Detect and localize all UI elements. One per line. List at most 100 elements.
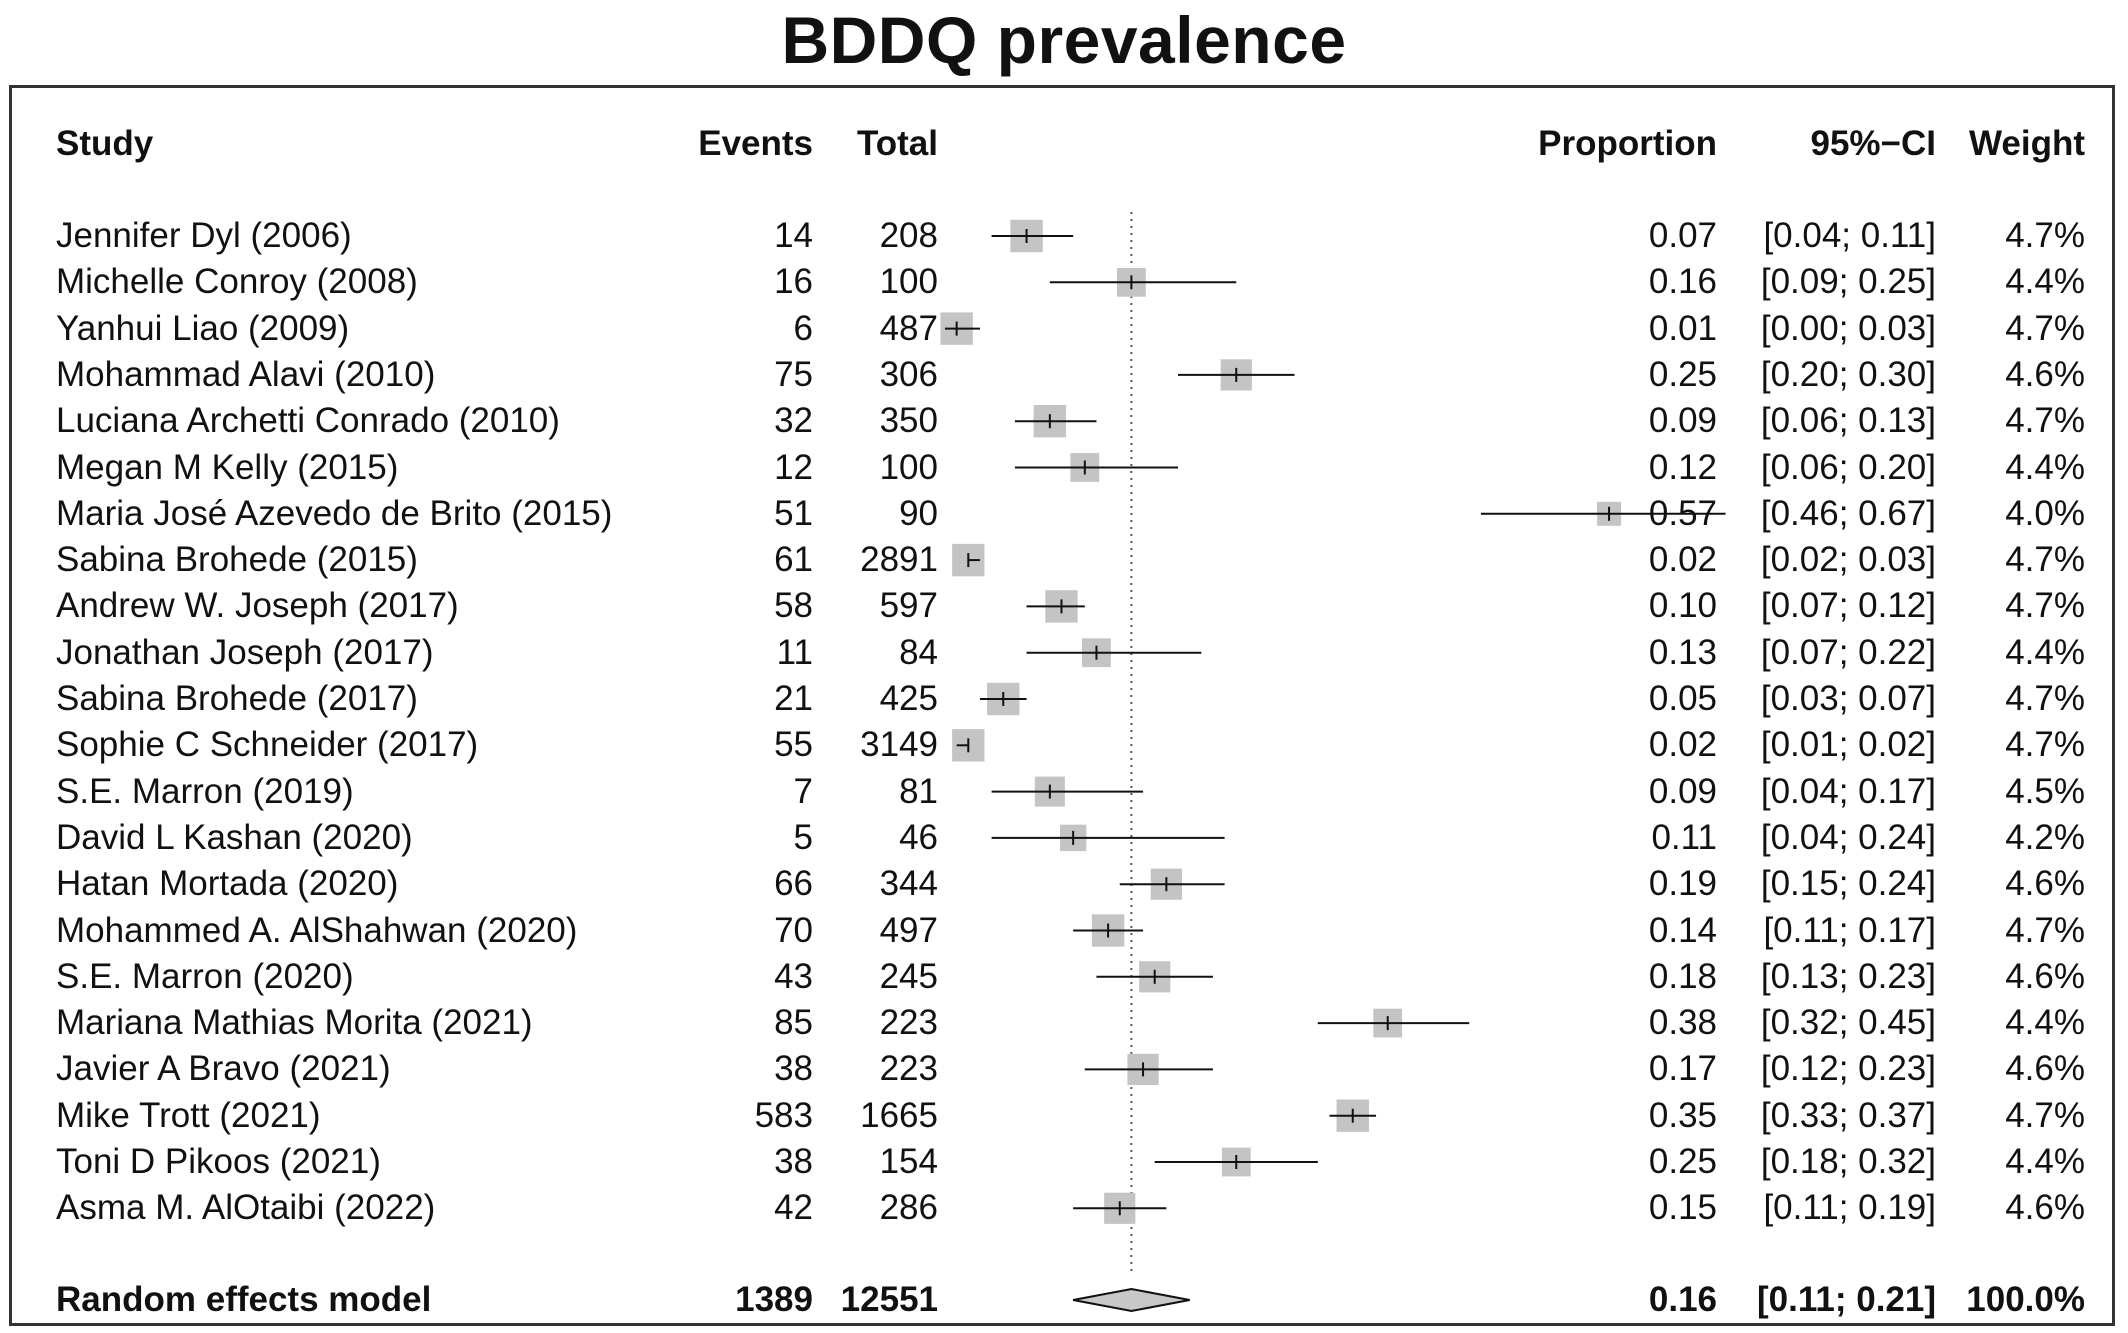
ci-value: [0.04; 0.24] (1760, 817, 1936, 857)
total-value: 208 (879, 216, 938, 255)
events-value: 16 (774, 262, 813, 302)
proportion-value: 0.07 (1648, 216, 1717, 255)
total-value: 306 (879, 354, 938, 394)
proportion-value: 0.16 (1648, 1280, 1717, 1319)
study-name: S.E. Marron (2019) (56, 771, 354, 811)
weight-value: 4.7% (2005, 401, 2085, 441)
study-name: Andrew W. Joseph (2017) (56, 586, 459, 626)
plot-frame (9, 85, 2115, 1326)
proportion-value: 0.02 (1648, 725, 1717, 765)
events-value: 85 (774, 1003, 813, 1043)
study-name: Mike Trott (2021) (56, 1095, 321, 1135)
total-value: 90 (899, 493, 938, 533)
total-value: 3149 (860, 725, 938, 765)
weight-value: 100.0% (1966, 1280, 2085, 1319)
events-value: 32 (774, 401, 813, 441)
events-value: 55 (774, 725, 813, 765)
ci-value: [0.11; 0.17] (1763, 910, 1936, 950)
weight-value: 4.4% (2005, 632, 2085, 672)
ci-value: [0.18; 0.32] (1760, 1142, 1936, 1181)
study-name: Toni D Pikoos (2021) (56, 1142, 381, 1181)
summary-diamond (1072, 1287, 1190, 1313)
chart-title: BDDQ prevalence (781, 3, 1347, 77)
events-value: 38 (774, 1142, 813, 1181)
proportion-value: 0.13 (1648, 632, 1717, 672)
header-study: Study (56, 124, 154, 163)
study-name: Asma M. AlOtaibi (2022) (56, 1188, 436, 1228)
proportion-value: 0.16 (1648, 262, 1717, 302)
proportion-value: 0.05 (1648, 679, 1717, 718)
events-value: 21 (774, 679, 813, 718)
ci-value: [0.01; 0.02] (1760, 725, 1936, 765)
events-value: 58 (774, 586, 813, 626)
study-name: S.E. Marron (2020) (56, 956, 354, 996)
ci-value: [0.07; 0.12] (1760, 586, 1936, 626)
ci-value: [0.15; 0.24] (1760, 864, 1936, 904)
total-value: 12551 (840, 1280, 938, 1319)
events-value: 7 (793, 771, 813, 811)
ci-value: [0.06; 0.13] (1760, 401, 1936, 441)
events-value: 51 (774, 493, 813, 533)
weight-value: 4.6% (2005, 354, 2085, 394)
ci-value: [0.03; 0.07] (1760, 679, 1936, 718)
ci-value: [0.32; 0.45] (1760, 1003, 1936, 1043)
ci-value: [0.11; 0.21] (1757, 1280, 1936, 1319)
study-name: Luciana Archetti Conrado (2010) (56, 401, 560, 441)
proportion-value: 0.15 (1648, 1188, 1717, 1228)
study-name: David L Kashan (2020) (56, 817, 413, 857)
total-value: 81 (899, 771, 938, 811)
proportion-value: 0.14 (1648, 910, 1717, 950)
ci-value: [0.11; 0.19] (1763, 1188, 1936, 1228)
study-name: Random effects model (56, 1280, 432, 1319)
total-value: 46 (899, 817, 938, 857)
total-value: 425 (879, 679, 938, 718)
weight-value: 4.5% (2005, 771, 2085, 811)
ci-value: [0.33; 0.37] (1760, 1095, 1936, 1135)
events-value: 12 (774, 447, 813, 487)
events-value: 70 (774, 910, 813, 950)
proportion-value: 0.01 (1648, 308, 1717, 348)
weight-value: 4.6% (2005, 1049, 2085, 1089)
proportion-value: 0.25 (1648, 1142, 1717, 1181)
study-name: Jennifer Dyl (2006) (56, 216, 352, 255)
weight-value: 4.7% (2005, 540, 2085, 580)
header-proportion: Proportion (1538, 124, 1717, 163)
header-weight: Weight (1968, 124, 2085, 163)
events-value: 38 (774, 1049, 813, 1089)
total-value: 223 (879, 1049, 938, 1089)
proportion-value: 0.18 (1648, 956, 1717, 996)
total-value: 597 (879, 586, 938, 626)
total-value: 2891 (860, 540, 938, 580)
weight-value: 4.7% (2005, 216, 2085, 255)
study-name: Sophie C Schneider (2017) (56, 725, 479, 765)
proportion-value: 0.09 (1648, 771, 1717, 811)
proportion-value: 0.10 (1648, 586, 1717, 626)
weight-value: 4.7% (2005, 725, 2085, 765)
proportion-value: 0.19 (1648, 864, 1717, 904)
weight-value: 4.4% (2005, 262, 2085, 302)
total-value: 100 (879, 447, 938, 487)
total-value: 245 (879, 956, 938, 996)
ci-value: [0.02; 0.03] (1760, 540, 1936, 580)
ci-value: [0.04; 0.11] (1763, 216, 1936, 255)
header-total: Total (856, 124, 938, 163)
proportion-value: 0.17 (1648, 1049, 1717, 1089)
ci-value: [0.04; 0.17] (1760, 771, 1936, 811)
study-name: Hatan Mortada (2020) (56, 864, 399, 904)
proportion-value: 0.11 (1651, 817, 1717, 857)
weight-value: 4.7% (2005, 308, 2085, 348)
weight-value: 4.4% (2005, 447, 2085, 487)
total-value: 286 (879, 1188, 938, 1228)
events-value: 42 (774, 1188, 813, 1228)
events-value: 6 (793, 308, 813, 348)
study-name: Mariana Mathias Morita (2021) (56, 1003, 533, 1043)
study-name: Maria José Azevedo de Brito (2015) (56, 493, 613, 533)
study-name: Javier A Bravo (2021) (56, 1049, 391, 1089)
ci-value: [0.20; 0.30] (1760, 354, 1936, 394)
weight-value: 4.2% (2005, 817, 2085, 857)
total-value: 223 (879, 1003, 938, 1043)
total-value: 154 (879, 1142, 938, 1181)
events-value: 66 (774, 864, 813, 904)
ci-value: [0.06; 0.20] (1760, 447, 1936, 487)
